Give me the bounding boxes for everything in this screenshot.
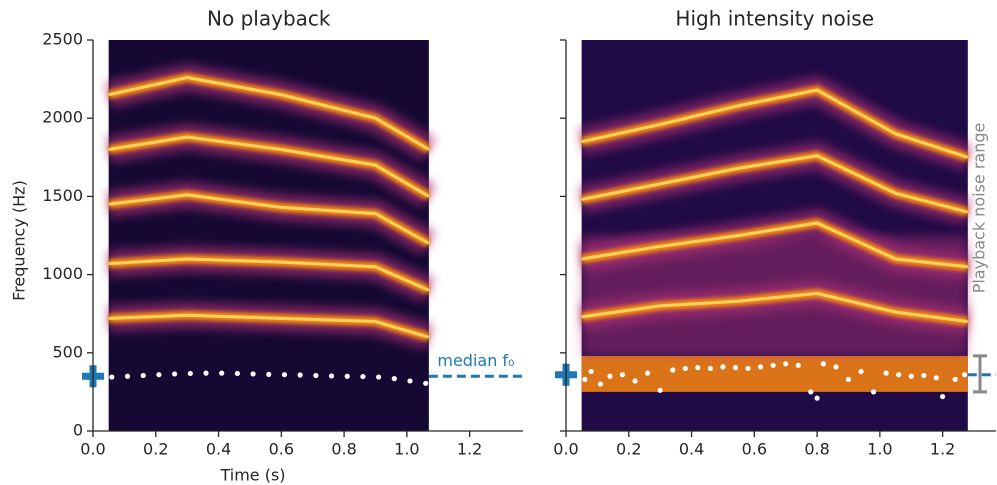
x-tick-label: 0.0 [80,440,105,459]
harmonic [581,154,969,214]
noise-range-bar [973,354,987,394]
harmonic [581,291,968,324]
f0-point [597,381,604,387]
x-tick-label: 0.6 [742,440,767,459]
f0-point [344,373,350,379]
f0-point [940,393,946,400]
f0-point [582,376,588,382]
x-tick-label: 0.2 [616,440,641,459]
f0-point [814,395,820,401]
y-axis-label: Frequency (Hz) [10,180,29,301]
f0-point [187,370,193,377]
f0-point [219,370,225,376]
f0-point [883,370,889,376]
panel: median f₀ 0 500 1000 1500 2000 2500 0.0 0.2 0.4 0.… [10,7,523,485]
x-tick-label: 0.0 [553,440,578,459]
y-tick-label: 500 [52,342,83,361]
f0-point [124,373,131,379]
panel: Playback noise range 0.0 0.2 0.4 0.6 0.8 1.0 1.… [553,7,996,459]
x-tick-label: 1.0 [867,440,892,459]
f0-point [234,370,240,377]
f0-point [757,364,764,370]
x-tick-label: 1.0 [394,440,419,459]
f0-point [707,365,713,372]
harmonic [581,88,969,159]
x-tick-label: 0.4 [206,440,231,459]
f0-point [870,389,877,395]
f0-point [896,372,902,378]
f0-point [328,373,335,379]
f0-point [203,370,209,376]
f0-point [376,374,382,380]
harmonic [108,313,430,339]
x-tick-label: 0.8 [804,440,829,459]
f0-point [682,365,688,372]
harmonic [108,135,430,198]
x-axis-label: Time (s) [219,466,285,485]
x-tick-label: 0.6 [269,440,294,459]
f0-point [632,378,638,384]
y-tick-label: 1000 [42,264,83,283]
f0-point [670,367,676,373]
f0-point [845,376,852,382]
noise-range-label: Playback noise range [970,123,989,294]
f0-point [588,368,594,375]
f0-point [281,372,288,378]
panel-title: High intensity noise [675,7,874,31]
f0-point [607,373,613,379]
f0-point [783,361,789,367]
f0-point [820,361,826,367]
panel-title: No playback [207,7,331,31]
f0-point [391,376,397,382]
x-tick-label: 1.2 [457,440,482,459]
harmonic [108,76,430,151]
y-tick-label: 1500 [42,186,83,205]
harmonic [108,193,430,245]
median-label: median f₀ [437,351,514,370]
f0-point [745,365,751,372]
f0-point [808,389,814,395]
f0-point [732,365,739,371]
f0-point [266,371,272,377]
f0-point [720,364,726,370]
f0-point [619,372,626,378]
f0-point [657,387,663,393]
x-tick-label: 0.4 [679,440,704,459]
f0-point [423,380,429,386]
f0-point [795,362,801,368]
f0-point [250,371,256,377]
f0-point [109,374,115,380]
f0-point [933,375,939,381]
f0-point [313,372,319,379]
f0-point [297,372,303,378]
f0-point [952,376,958,382]
f0-point [962,372,968,378]
harmonic [108,257,430,292]
noise-band [581,355,968,392]
f0-point [645,370,651,376]
x-tick-label: 0.8 [331,440,356,459]
f0-point [921,372,927,379]
f0-point [172,371,178,377]
f0-point [908,373,914,379]
f0-point [156,372,162,378]
f0-point [140,372,146,379]
f0-point [695,365,701,371]
x-tick-label: 0.2 [143,440,168,459]
f0-point [407,378,413,384]
y-tick-label: 0 [73,421,83,440]
y-tick-label: 2000 [42,108,83,127]
y-tick-label: 2500 [42,30,83,49]
f0-point [770,362,776,368]
x-tick-label: 1.2 [930,440,955,459]
f0-point [858,368,864,375]
f0-point [360,373,366,380]
f0-point [833,364,839,370]
harmonic [581,221,968,269]
